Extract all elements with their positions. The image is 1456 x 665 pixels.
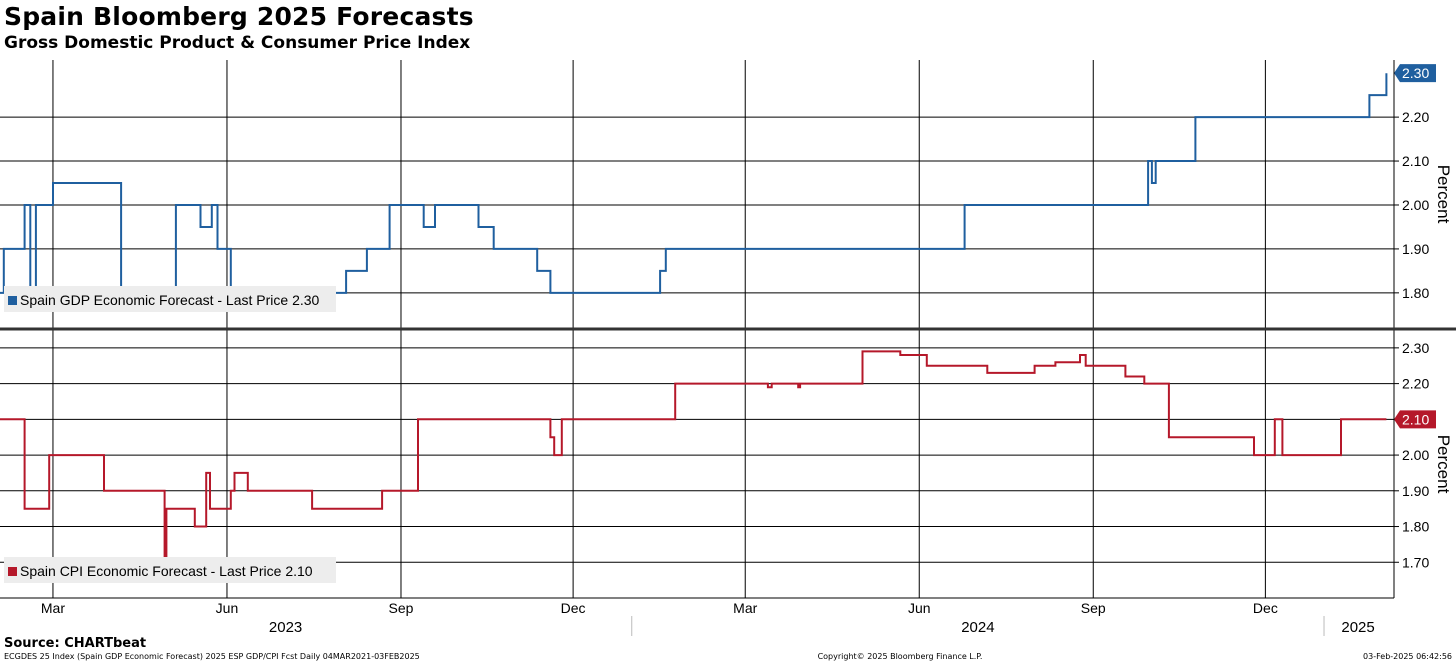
- x-month-label: Dec: [561, 600, 586, 616]
- footer-copyright: Copyright© 2025 Bloomberg Finance L.P.: [817, 652, 983, 661]
- footer-index-info: ECGDES 25 Index (Spain GDP Economic Fore…: [4, 652, 420, 661]
- x-month-label: Dec: [1253, 600, 1278, 616]
- cpi-ytick-label: 1.70: [1402, 554, 1429, 570]
- x-year-label: 2023: [269, 619, 302, 636]
- gdp-legend-swatch: [8, 296, 17, 305]
- cpi-legend-box: [4, 557, 336, 583]
- x-month-label: Jun: [908, 600, 931, 616]
- cpi-ytick-label: 1.80: [1402, 519, 1429, 535]
- footer-timestamp: 03-Feb-2025 06:42:56: [1363, 652, 1452, 661]
- gdp-last-price-label: 2.30: [1402, 65, 1429, 81]
- gdp-legend-label: Spain GDP Economic Forecast - Last Price…: [20, 292, 320, 308]
- cpi-legend-label: Spain CPI Economic Forecast - Last Price…: [20, 563, 313, 579]
- x-year-label: 2024: [961, 619, 994, 636]
- cpi-series-line: [0, 350, 1387, 564]
- cpi-ytick-label: 2.20: [1402, 376, 1429, 392]
- x-month-label: Sep: [1081, 600, 1106, 616]
- gdp-ytick-label: 1.80: [1402, 285, 1429, 301]
- cpi-last-price-flag: [1394, 410, 1436, 429]
- gdp-ytick-label: 2.20: [1402, 109, 1429, 125]
- gdp-ylabel: Percent: [1434, 165, 1453, 224]
- cpi-legend-swatch: [8, 567, 17, 576]
- gdp-ytick-label: 2.00: [1402, 197, 1429, 213]
- cpi-last-price-label: 2.10: [1402, 411, 1429, 427]
- gdp-last-price-flag: [1394, 64, 1436, 83]
- chart-subtitle: Gross Domestic Product & Consumer Price …: [4, 33, 471, 53]
- cpi-ytick-label: 1.90: [1402, 483, 1429, 499]
- x-month-label: Jun: [216, 600, 239, 616]
- x-year-label: 2025: [1341, 619, 1374, 636]
- x-month-label: Sep: [389, 600, 414, 616]
- gdp-series-line: [0, 73, 1388, 294]
- cpi-ytick-label: 2.00: [1402, 447, 1429, 463]
- gdp-ytick-label: 2.10: [1402, 153, 1429, 169]
- gdp-ytick-label: 1.90: [1402, 241, 1429, 257]
- chart-title: Spain Bloomberg 2025 Forecasts: [4, 2, 474, 31]
- cpi-ytick-label: 2.30: [1402, 340, 1429, 356]
- x-month-label: Mar: [733, 600, 757, 616]
- cpi-ylabel: Percent: [1434, 435, 1453, 494]
- source-note: Source: CHARTbeat: [4, 636, 147, 651]
- x-month-label: Mar: [41, 600, 65, 616]
- gdp-legend-box: [4, 286, 336, 312]
